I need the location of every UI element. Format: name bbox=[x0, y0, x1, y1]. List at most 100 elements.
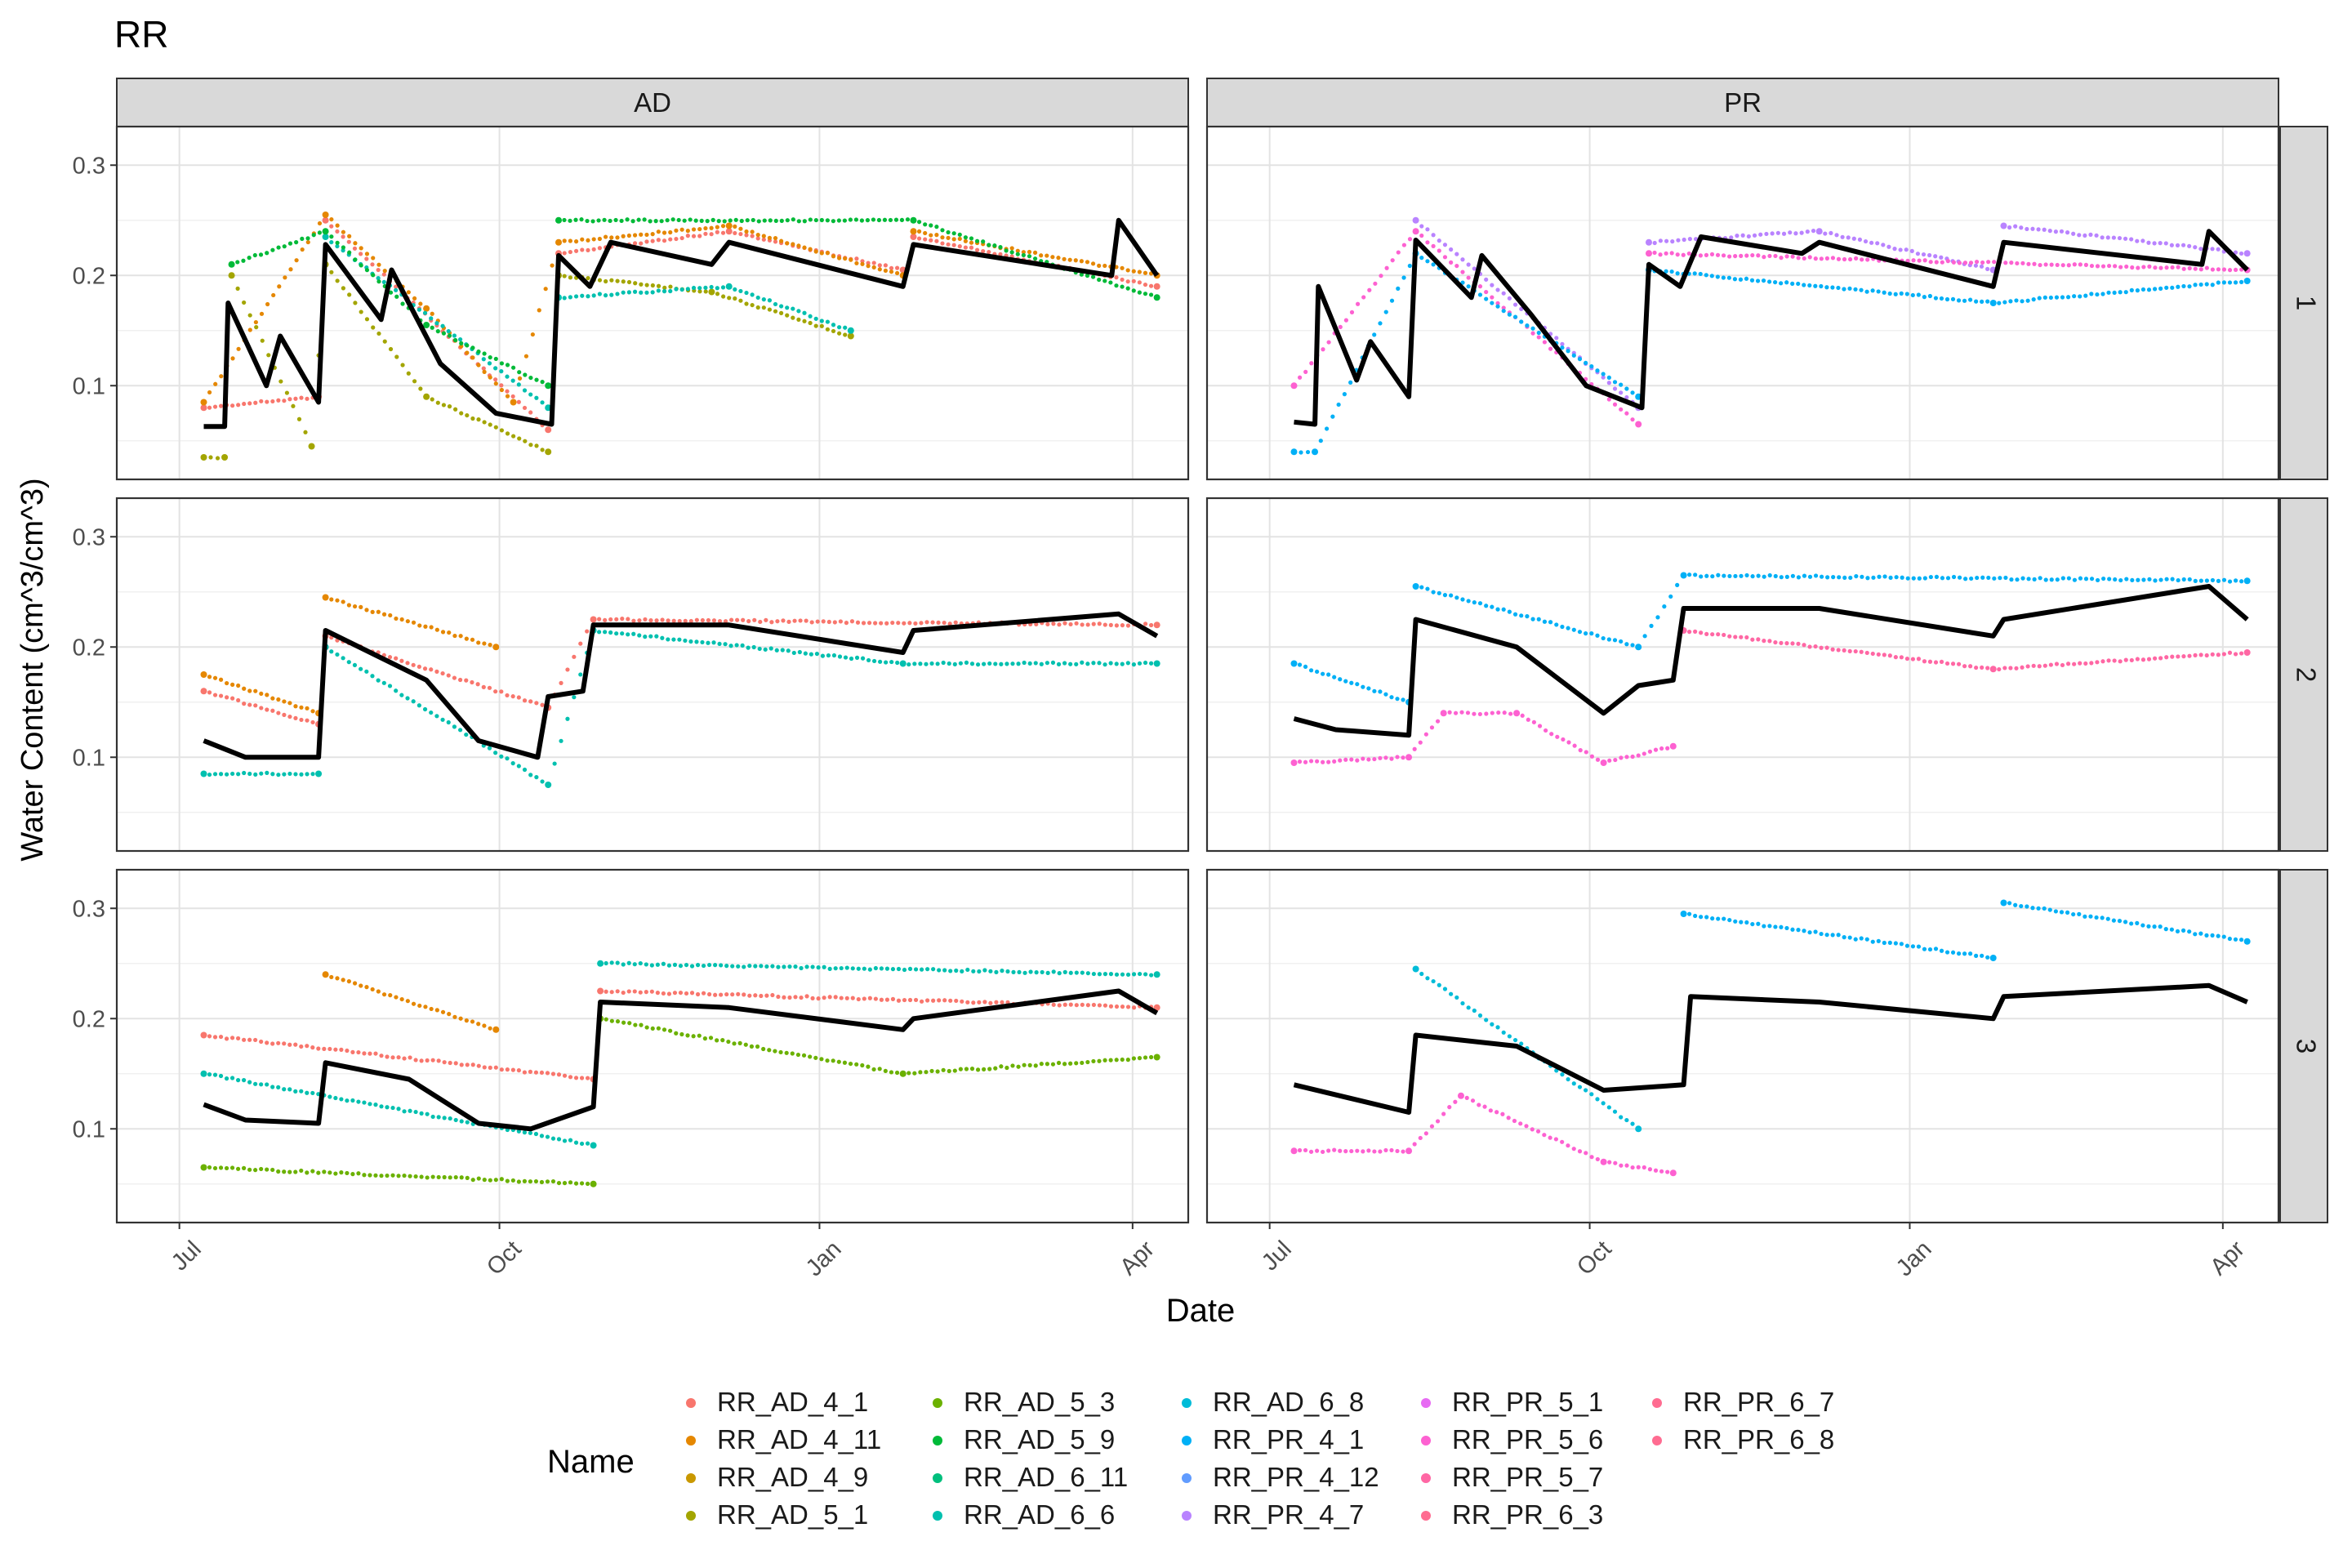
data-point bbox=[660, 617, 665, 622]
data-point bbox=[356, 1171, 361, 1176]
data-point bbox=[740, 643, 745, 648]
data-point bbox=[899, 660, 906, 667]
data-point bbox=[1460, 280, 1465, 285]
data-point bbox=[1939, 659, 1944, 664]
data-point bbox=[1091, 971, 1096, 977]
data-point bbox=[725, 283, 733, 290]
data-point bbox=[573, 217, 578, 222]
data-point bbox=[810, 996, 815, 1000]
data-point bbox=[2130, 265, 2135, 270]
data-point bbox=[2015, 577, 2020, 582]
data-point bbox=[2118, 577, 2123, 583]
data-point bbox=[1606, 637, 1611, 642]
data-point bbox=[1466, 599, 1471, 604]
data-point bbox=[317, 230, 322, 235]
data-point bbox=[1571, 1081, 1576, 1086]
data-point bbox=[1097, 1003, 1102, 1008]
data-point bbox=[1881, 243, 1886, 247]
data-point bbox=[661, 961, 666, 966]
data-point bbox=[773, 1049, 777, 1054]
data-point bbox=[1927, 252, 1932, 258]
data-point bbox=[2181, 266, 2186, 271]
data-point bbox=[1321, 671, 1325, 676]
data-point bbox=[287, 397, 292, 402]
data-point bbox=[697, 1033, 702, 1038]
data-point bbox=[265, 707, 270, 712]
data-point bbox=[441, 403, 447, 408]
data-point bbox=[1022, 1062, 1027, 1067]
data-point bbox=[2053, 909, 2058, 914]
sensor-series bbox=[228, 216, 1160, 390]
data-point bbox=[678, 990, 684, 996]
data-point bbox=[1355, 1148, 1360, 1153]
data-point bbox=[579, 1181, 585, 1186]
data-point bbox=[787, 995, 792, 1000]
data-point bbox=[755, 305, 760, 310]
data-point bbox=[860, 261, 865, 266]
data-point bbox=[368, 1173, 372, 1178]
data-point bbox=[385, 1054, 390, 1059]
data-point bbox=[934, 238, 939, 243]
data-point bbox=[839, 965, 844, 971]
data-point bbox=[293, 1042, 298, 1047]
data-point bbox=[597, 236, 602, 242]
data-point bbox=[597, 246, 602, 251]
data-point bbox=[476, 1176, 481, 1181]
data-point bbox=[1131, 1005, 1137, 1010]
data-point bbox=[2136, 577, 2140, 582]
data-point bbox=[499, 387, 505, 393]
data-point bbox=[265, 1040, 270, 1045]
data-point bbox=[761, 1046, 766, 1052]
data-point bbox=[631, 631, 636, 636]
data-point bbox=[1693, 572, 1698, 577]
data-point bbox=[1460, 270, 1465, 274]
data-point bbox=[733, 287, 737, 292]
data-point bbox=[1336, 402, 1341, 408]
data-point bbox=[2238, 651, 2244, 656]
data-point bbox=[620, 631, 625, 636]
data-point bbox=[1512, 1037, 1518, 1043]
data-point bbox=[1951, 260, 1956, 265]
data-point bbox=[429, 1006, 434, 1012]
data-point bbox=[626, 989, 631, 994]
data-point bbox=[345, 1048, 350, 1054]
data-point bbox=[364, 985, 369, 990]
data-point bbox=[399, 658, 404, 663]
data-point bbox=[440, 1009, 446, 1014]
data-point bbox=[287, 701, 292, 706]
data-point bbox=[1830, 933, 1835, 938]
data-point bbox=[786, 648, 791, 653]
x-tick-label: Apr bbox=[1115, 1236, 1160, 1281]
data-point bbox=[1303, 369, 1308, 374]
data-point bbox=[562, 296, 567, 301]
data-point bbox=[725, 222, 733, 229]
data-point bbox=[626, 617, 630, 621]
data-point bbox=[604, 278, 608, 284]
data-point bbox=[1773, 573, 1778, 579]
data-point bbox=[482, 1065, 487, 1070]
data-point bbox=[726, 1039, 731, 1045]
data-point bbox=[353, 257, 358, 262]
data-point bbox=[1437, 590, 1441, 595]
data-point bbox=[1425, 227, 1430, 232]
data-point bbox=[335, 278, 340, 283]
data-point bbox=[710, 217, 715, 222]
data-point bbox=[1454, 263, 1459, 269]
data-point bbox=[981, 239, 986, 244]
data-point bbox=[402, 1056, 407, 1061]
data-point bbox=[759, 964, 764, 969]
data-point bbox=[1962, 664, 1967, 669]
data-point bbox=[1554, 336, 1559, 341]
data-point bbox=[2047, 229, 2052, 234]
data-point bbox=[738, 298, 743, 303]
data-point bbox=[550, 263, 555, 268]
data-point bbox=[2123, 920, 2128, 924]
data-point bbox=[873, 996, 878, 1001]
data-point bbox=[434, 1008, 439, 1013]
data-point bbox=[459, 341, 464, 345]
data-point bbox=[854, 1062, 859, 1067]
data-point bbox=[573, 1140, 579, 1145]
data-point bbox=[1143, 270, 1148, 275]
data-point bbox=[212, 404, 218, 409]
data-point bbox=[1021, 250, 1026, 255]
